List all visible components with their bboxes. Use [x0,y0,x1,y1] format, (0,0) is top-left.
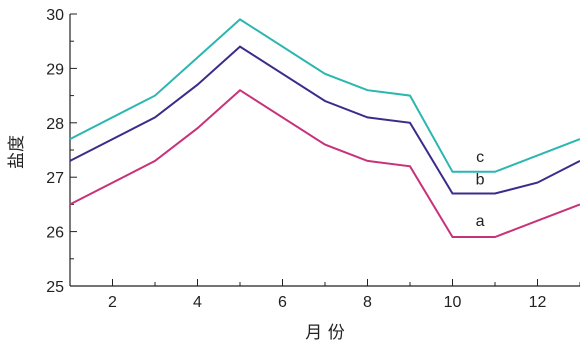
chart-series-labels: a bc [476,149,485,230]
y-tick-label: 28 [46,116,64,133]
x-tick-label: 12 [529,294,547,311]
y-tick-label: 26 [46,225,64,242]
series-line-c [69,18,580,173]
chart-axes [69,14,580,287]
y-tick-label: 27 [46,170,64,187]
series-line-b [69,45,580,195]
series-line-a [69,88,580,238]
x-tick-label: 10 [444,294,462,311]
y-tick-label: 30 [46,7,64,24]
x-tick-label: 8 [363,294,372,311]
x-tick-label: 2 [108,294,117,311]
x-axis-title: 月 份 [305,323,344,343]
chart-series [69,18,580,238]
series-label-b: b [476,171,485,188]
y-tick-label: 29 [46,61,64,78]
series-label-a: a [476,213,485,230]
chart-ticks: 25 26 27 28 29 30 2 4 6 8 10 12 [46,7,580,311]
x-tick-label: 4 [193,294,202,311]
series-label-c: c [476,149,484,166]
x-tick-label: 6 [278,294,287,311]
y-axis-title: 盐度 [7,135,27,169]
y-tick-label: 25 [46,279,64,296]
